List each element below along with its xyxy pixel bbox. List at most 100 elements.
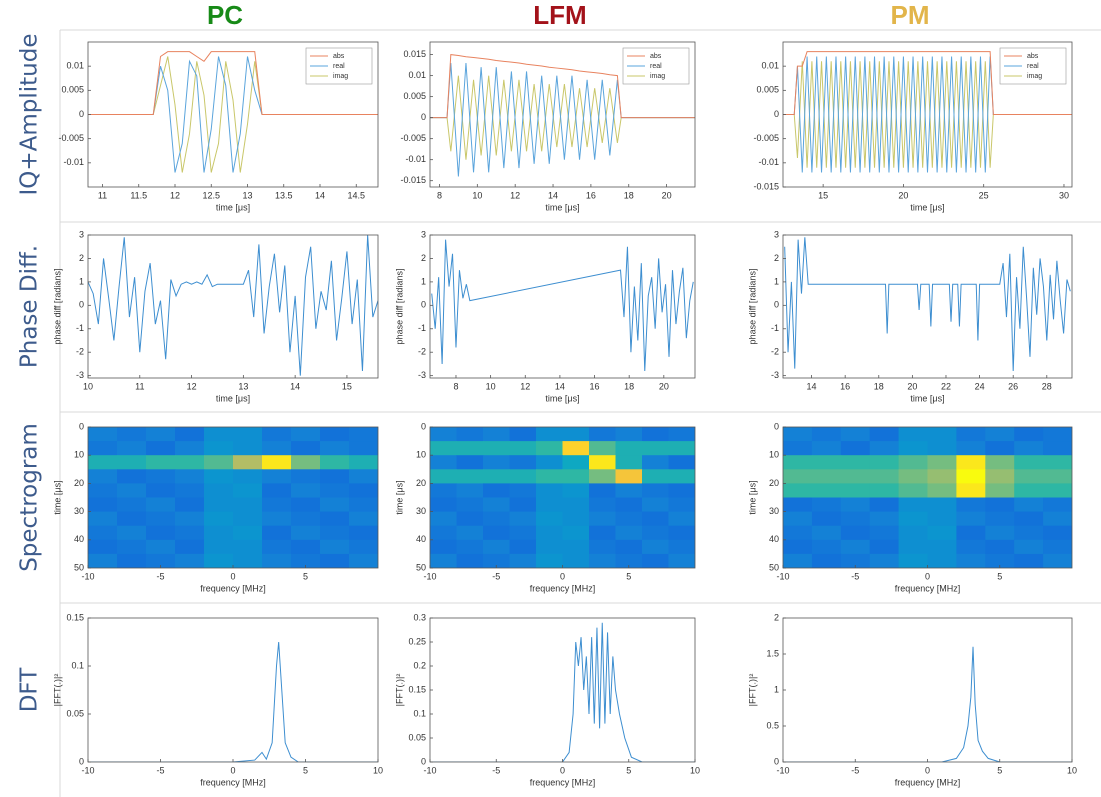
data-line bbox=[430, 75, 695, 160]
x-tick-label: 14 bbox=[315, 190, 325, 200]
heat-cell bbox=[204, 483, 234, 498]
heat-cell bbox=[262, 511, 292, 527]
x-tick-label: 5 bbox=[303, 765, 308, 775]
data-line bbox=[88, 56, 378, 173]
heat-cell bbox=[233, 511, 263, 527]
y-tick-label: 0 bbox=[79, 421, 84, 431]
heat-cell bbox=[349, 497, 378, 513]
heat-cell bbox=[233, 427, 263, 442]
heat-cell bbox=[146, 497, 176, 513]
x-tick-label: -10 bbox=[423, 765, 436, 775]
y-tick-label: -0.015 bbox=[753, 181, 779, 191]
heat-cell bbox=[291, 553, 321, 568]
heat-cell bbox=[430, 553, 457, 568]
y-tick-label: -3 bbox=[418, 370, 426, 380]
heat-cell bbox=[509, 539, 537, 555]
x-tick-label: 28 bbox=[1042, 381, 1052, 391]
x-tick-label: -5 bbox=[492, 571, 500, 581]
heat-cell bbox=[783, 539, 813, 555]
heat-cell bbox=[291, 441, 321, 456]
heat-cell bbox=[146, 483, 176, 498]
axes-frame bbox=[429, 41, 696, 188]
heat-cell bbox=[456, 441, 484, 456]
data-line bbox=[88, 641, 378, 762]
heat-cell bbox=[536, 441, 563, 456]
heat-cell bbox=[204, 511, 234, 527]
heat-cell bbox=[869, 497, 900, 513]
heat-cell bbox=[88, 553, 118, 568]
plot bbox=[431, 239, 694, 371]
heat-cell bbox=[840, 469, 871, 484]
x-tick-label: 25 bbox=[979, 190, 989, 200]
heat-cell bbox=[175, 511, 205, 527]
heat-cell bbox=[262, 525, 292, 541]
heat-cell bbox=[1014, 539, 1044, 555]
x-tick-label: -10 bbox=[776, 571, 789, 581]
heat-cell bbox=[175, 553, 205, 568]
y-tick-label: 0.05 bbox=[66, 708, 84, 718]
x-tick-label: 11 bbox=[98, 190, 107, 200]
heat-cell bbox=[536, 511, 563, 527]
y-tick-label: 30 bbox=[416, 506, 426, 516]
heat-cell bbox=[589, 427, 616, 442]
heat-cell bbox=[536, 497, 563, 513]
column-title: LFM bbox=[533, 0, 586, 30]
y-tick-label: 1 bbox=[421, 276, 426, 286]
heat-cell bbox=[668, 427, 695, 442]
heat-cell bbox=[1014, 441, 1044, 456]
heat-cell bbox=[956, 525, 986, 541]
heat-cell bbox=[320, 427, 350, 442]
heat-cell bbox=[840, 511, 871, 527]
heat-cell bbox=[204, 455, 234, 470]
data-line bbox=[783, 61, 1072, 168]
heat-cell bbox=[927, 539, 957, 555]
heat-cell bbox=[262, 469, 292, 484]
x-tick-label: 12 bbox=[520, 381, 530, 391]
heat-cell bbox=[430, 539, 457, 555]
heat-cell bbox=[668, 525, 695, 541]
y-tick-label: 0.01 bbox=[66, 61, 84, 71]
data-line bbox=[88, 56, 378, 173]
data-line bbox=[431, 239, 694, 371]
heat-cell bbox=[985, 497, 1015, 513]
x-tick-label: -5 bbox=[156, 765, 164, 775]
x-tick-label: 10 bbox=[1067, 765, 1077, 775]
heat-cell bbox=[956, 469, 986, 484]
heat-cell bbox=[898, 553, 928, 568]
y-tick-label: -0.005 bbox=[753, 133, 779, 143]
heat-cell bbox=[642, 525, 669, 541]
heat-cell bbox=[668, 553, 695, 568]
y-tick-label: -1 bbox=[771, 323, 779, 333]
heat-cell bbox=[615, 483, 643, 498]
heat-cell bbox=[291, 511, 321, 527]
heat-cell bbox=[536, 553, 563, 568]
heat-cell bbox=[233, 525, 263, 541]
heat-cell bbox=[117, 427, 147, 442]
heat-cell bbox=[927, 469, 957, 484]
heat-cell bbox=[320, 511, 350, 527]
heat-cell bbox=[175, 441, 205, 456]
heat-cell bbox=[456, 539, 484, 555]
y-axis-label: |FFT(.)|² bbox=[747, 674, 757, 707]
heat-cell bbox=[117, 525, 147, 541]
heat-cell bbox=[898, 455, 928, 470]
heat-cell bbox=[811, 511, 842, 527]
heat-cell bbox=[1014, 427, 1044, 442]
heat-cell bbox=[509, 469, 537, 484]
heat-cell bbox=[88, 525, 118, 541]
heat-cell bbox=[291, 539, 321, 555]
heat-cell bbox=[668, 511, 695, 527]
x-tick-label: 18 bbox=[874, 381, 884, 391]
x-tick-label: 14.5 bbox=[347, 190, 365, 200]
heat-cell bbox=[233, 483, 263, 498]
legend-label: real bbox=[333, 63, 345, 70]
x-tick-label: 16 bbox=[586, 190, 596, 200]
y-tick-label: 50 bbox=[416, 562, 426, 572]
heat-cell bbox=[1014, 525, 1044, 541]
legend-label: real bbox=[1027, 63, 1039, 70]
heat-cell bbox=[262, 539, 292, 555]
y-axis-label: |FFT(.)|² bbox=[394, 674, 404, 707]
x-tick-label: 5 bbox=[626, 571, 631, 581]
heat-cell bbox=[233, 539, 263, 555]
data-line bbox=[88, 51, 378, 115]
